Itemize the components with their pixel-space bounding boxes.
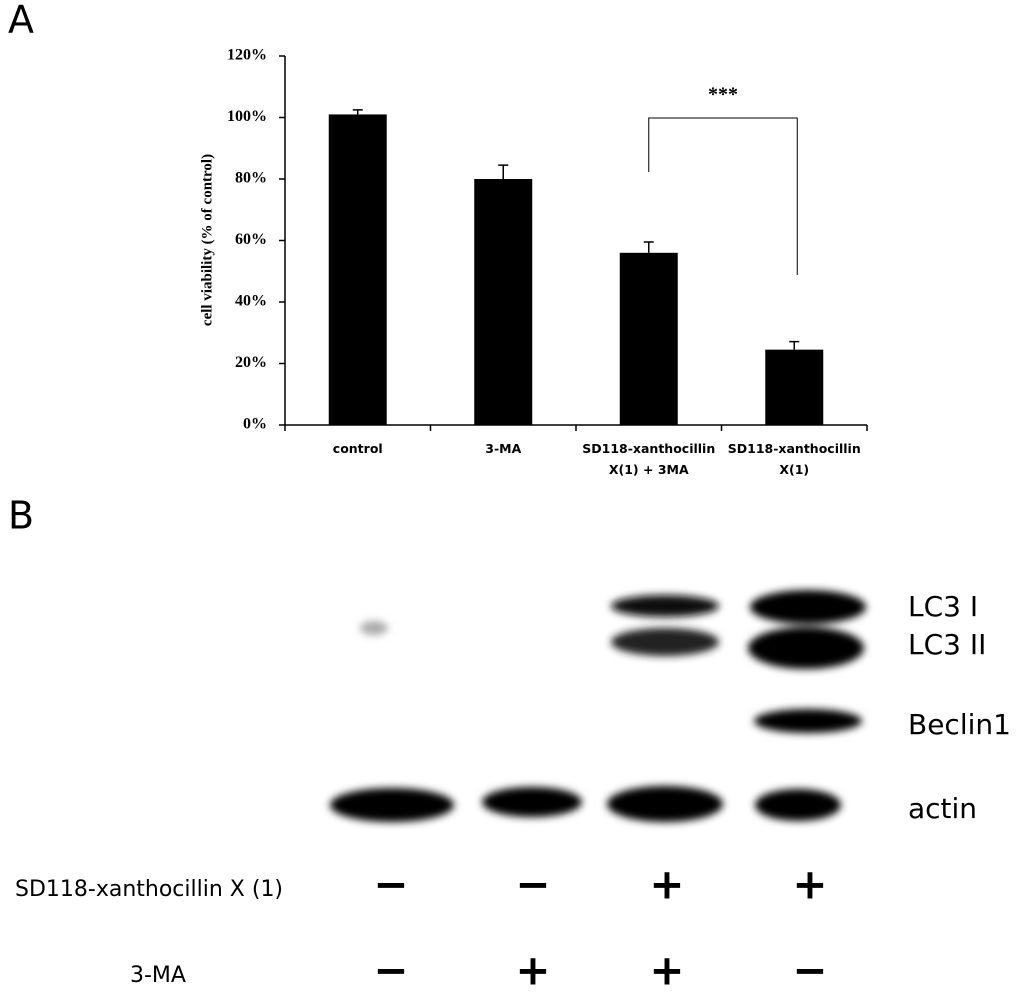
blot-bands bbox=[330, 590, 866, 822]
treatment-sign: − bbox=[373, 946, 408, 995]
y-tick-label: 80% bbox=[235, 170, 267, 187]
treatment-sign: − bbox=[373, 860, 408, 909]
error-bar bbox=[352, 109, 363, 115]
bar bbox=[474, 179, 533, 425]
significance-bracket bbox=[648, 117, 798, 275]
band-label: actin bbox=[908, 792, 977, 825]
treatment-sign: + bbox=[649, 946, 684, 995]
y-tick-label: 60% bbox=[235, 231, 267, 248]
bar bbox=[765, 349, 824, 425]
error-bar bbox=[643, 241, 654, 253]
error-bar bbox=[789, 340, 800, 350]
treatment-sign: − bbox=[515, 860, 550, 909]
y-tick-label: 100% bbox=[227, 108, 267, 125]
panel-label: A bbox=[8, 0, 34, 42]
y-tick-label: 0% bbox=[243, 416, 267, 433]
band-label: LC3 I bbox=[908, 590, 978, 623]
y-tick-label: 120% bbox=[227, 47, 267, 64]
y-axis-title: cell viability (% of control) bbox=[199, 154, 215, 326]
treatment-sign: + bbox=[649, 860, 684, 909]
bar bbox=[619, 252, 678, 425]
treatment-sign: + bbox=[515, 946, 550, 995]
band-label: LC3 II bbox=[908, 628, 986, 661]
panel-label: B bbox=[8, 494, 34, 538]
error-bar bbox=[498, 164, 509, 179]
treatment-label: 3-MA bbox=[130, 963, 186, 988]
treatment-sign: − bbox=[792, 946, 827, 995]
x-tick-label: control bbox=[332, 441, 383, 456]
x-tick-label: SD118-xanthocillin X(1) + 3MA bbox=[582, 441, 716, 477]
bar bbox=[328, 114, 387, 426]
treatment-label: SD118-xanthocillin X (1) bbox=[15, 877, 283, 902]
x-tick-label: 3-MA bbox=[485, 441, 522, 456]
significance-label: *** bbox=[708, 84, 738, 106]
y-tick-label: 40% bbox=[235, 293, 267, 310]
x-tick-label: SD118-xanthocillin X(1) bbox=[727, 441, 861, 477]
band-label: Beclin1 bbox=[908, 708, 1011, 741]
treatment-sign: + bbox=[792, 860, 827, 909]
y-tick-label: 20% bbox=[235, 354, 267, 371]
